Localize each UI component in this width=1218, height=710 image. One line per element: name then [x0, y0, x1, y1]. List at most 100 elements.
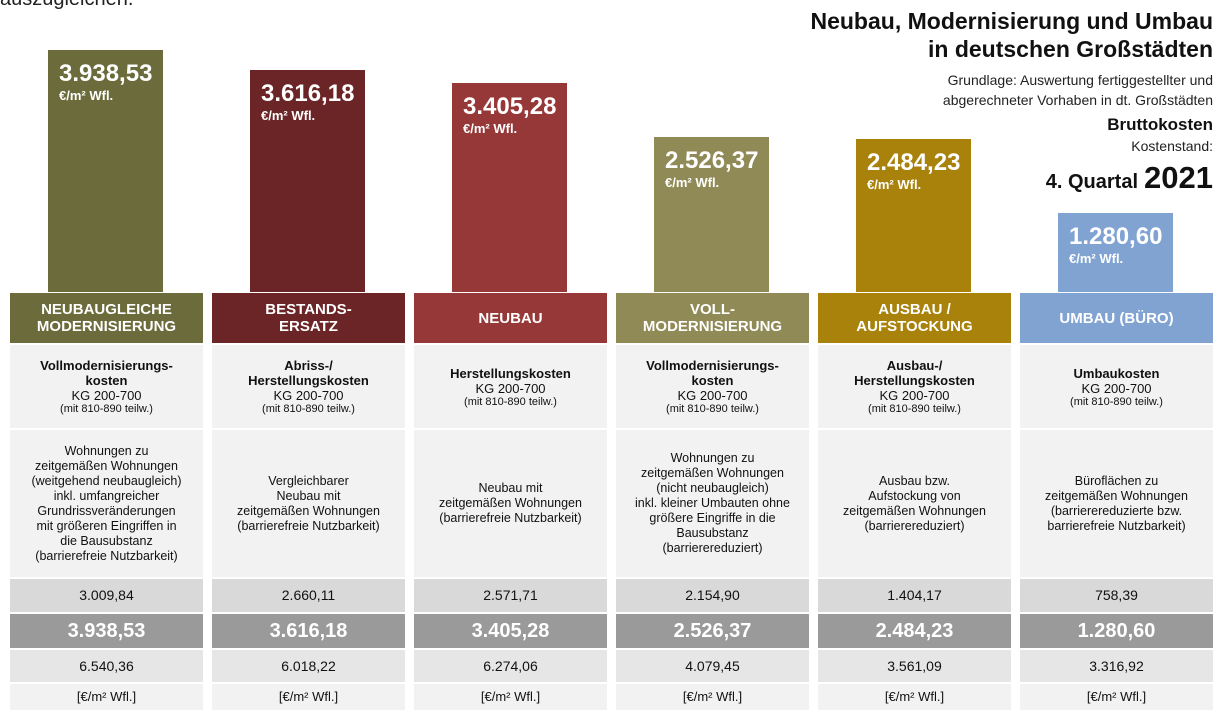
bar: 2.526,37 €/m² Wfl.: [654, 136, 769, 292]
bar-unit-label: €/m² Wfl.: [665, 174, 720, 190]
mean-value: 3.938,53: [10, 614, 203, 648]
cost-type-title: Ausbau-/: [886, 358, 943, 373]
max-value: 3.561,09: [818, 650, 1011, 682]
mean-value: 3.405,28: [414, 614, 607, 648]
cost-group: KG 200-700: [879, 388, 950, 403]
max-value: 4.079,45: [616, 650, 809, 682]
description-line: Neubau mit: [276, 488, 341, 503]
description: Ausbau bzw. Aufstockung von zeitgemäßen Wo…: [818, 430, 1011, 577]
mean-value: 2.526,37: [616, 614, 809, 648]
date-label: Kostenstand:: [1131, 138, 1213, 154]
description: Neubau mit zeitgemäßen Wohnungen (barriere…: [414, 430, 607, 577]
category-header: VOLL- MODERNISIERUNG: [616, 293, 809, 343]
max-value: 6.018,22: [212, 650, 405, 682]
min-value: 3.009,84: [10, 579, 203, 612]
description-line: Büroflächen zu: [1074, 473, 1159, 488]
cost-group: KG 200-700: [475, 380, 546, 396]
description-line: Neubau mit: [478, 481, 543, 495]
description-line: Wohnungen zu: [64, 443, 149, 458]
subtitle: abgerechneter Vorhaben in dt. Großstädte…: [942, 92, 1213, 108]
description-line: zeitgemäßen Wohnungen: [35, 458, 178, 473]
description-line: Grundrissveränderungen: [37, 503, 176, 518]
category-header: AUSBAU / AUFSTOCKUNG: [818, 293, 1011, 343]
description-line: (barrierefreie Nutzbarkeit): [35, 548, 178, 563]
cost-group: KG 200-700: [1081, 380, 1152, 396]
bar-unit-label: €/m² Wfl.: [59, 88, 114, 103]
subtitle: Grundlage: Auswertung fertiggestellter u…: [947, 72, 1213, 88]
bar: 3.938,53 €/m² Wfl.: [48, 50, 163, 292]
cost-type: Umbaukosten KG 200-700 (mit 810-890 teilw.…: [1020, 345, 1213, 428]
chart-title: in deutschen Großstädten: [928, 36, 1213, 62]
bar-unit-label: €/m² Wfl.: [867, 177, 922, 193]
bar-value-label: 3.405,28: [463, 92, 557, 120]
unit: [€/m² Wfl.]: [1020, 684, 1213, 710]
cost-type-title: Herstellungskosten: [450, 365, 571, 381]
description-line: inkl. umfangreicher: [53, 488, 160, 503]
min-value: 758,39: [1020, 579, 1213, 612]
description: Wohnungen zu zeitgemäßen Wohnungen (weitge…: [10, 430, 203, 577]
cost-type-title: Herstellungskosten: [854, 373, 975, 388]
min-value: 2.154,90: [616, 579, 809, 612]
cost-type-title: Umbaukosten: [1073, 365, 1160, 381]
bar-unit-label: €/m² Wfl.: [261, 107, 316, 123]
description-line: zeitgemäßen Wohnungen: [237, 503, 380, 518]
description-line: (barrierefreie Nutzbarkeit): [237, 518, 380, 533]
cost-type: Abriss-/Herstellungskosten KG 200-700 (mit…: [212, 345, 405, 428]
category-label: ERSATZ: [279, 318, 338, 335]
description-line: inkl. kleiner Umbauten ohne: [635, 496, 790, 510]
bar: 1.280,60 €/m² Wfl.: [1058, 213, 1173, 292]
cost-group: KG 200-700: [71, 388, 142, 403]
year: 2021: [1144, 160, 1213, 195]
cost-type-title: Herstellungskosten: [248, 373, 369, 388]
category-header: NEUBAU: [414, 293, 607, 343]
cost-type: Ausbau-/Herstellungskosten KG 200-700 (mit…: [818, 345, 1011, 428]
description-line: zeitgemäßen Wohnungen: [843, 503, 986, 518]
category-header: BESTANDS- ERSATZ: [212, 293, 405, 343]
cost-type: Vollmodernisierungs-kosten KG 200-700 (mit…: [616, 345, 809, 428]
max-value: 6.540,36: [10, 650, 203, 682]
description-line: (barrierefreie Nutzbarkeit): [439, 511, 582, 525]
bar-value-label: 2.484,23: [867, 149, 961, 177]
min-value: 2.571,71: [414, 579, 607, 612]
quarter: 4. Quartal: [1045, 171, 1139, 193]
category-label: AUSBAU /: [878, 301, 951, 318]
description-line: (barrierereduziert): [864, 518, 965, 533]
header-fragment: auszugleichen.: [0, 0, 133, 11]
unit: [€/m² Wfl.]: [818, 684, 1011, 710]
cost-note: (mit 810-890 teilw.): [60, 403, 153, 415]
unit: [€/m² Wfl.]: [616, 684, 809, 710]
min-value: 1.404,17: [818, 579, 1011, 612]
description-line: zeitgemäßen Wohnungen: [641, 466, 784, 480]
cost-note: (mit 810-890 teilw.): [464, 395, 557, 408]
max-value: 6.274,06: [414, 650, 607, 682]
category-label: UMBAU (BÜRO): [1059, 309, 1174, 327]
description: Wohnungen zu zeitgemäßen Wohnungen (nicht …: [616, 430, 809, 577]
description-line: (weitgehend neubaugleich): [31, 473, 182, 488]
description-line: Aufstockung von: [868, 488, 961, 503]
bar-value-label: 3.616,18: [261, 79, 355, 107]
mean-value: 3.616,18: [212, 614, 405, 648]
cost-type-title: kosten: [691, 373, 734, 388]
category-header: NEUBAUGLEICHE MODERNISIERUNG: [10, 293, 203, 343]
mean-value: 1.280,60: [1020, 614, 1213, 648]
unit: [€/m² Wfl.]: [10, 684, 203, 710]
max-value: 3.316,92: [1020, 650, 1213, 682]
category-label: VOLL-: [690, 301, 735, 318]
cost-group: KG 200-700: [273, 388, 344, 403]
cost-note: (mit 810-890 teilw.): [868, 403, 961, 415]
cost-type-title: Abriss-/: [284, 358, 333, 373]
cost-type-title: Vollmodernisierungs-: [646, 358, 779, 373]
category-label: MODERNISIERUNG: [36, 318, 177, 335]
description-line: Vergleichbarer: [268, 473, 349, 488]
bar-value-label: 2.526,37: [665, 146, 759, 174]
description-line: (barrierereduziert): [662, 541, 763, 555]
unit: [€/m² Wfl.]: [414, 684, 607, 710]
cost-type-title: Vollmodernisierungs-: [40, 358, 173, 373]
description-line: Ausbau bzw.: [879, 473, 950, 488]
cost-type: Herstellungskosten KG 200-700 (mit 810-890…: [414, 345, 607, 428]
description-line: (barrierereduzierte bzw.: [1050, 503, 1183, 518]
description: Büroflächen zu zeitgemäßen Wohnungen (barr…: [1020, 430, 1213, 577]
description-line: zeitgemäßen Wohnungen: [1045, 488, 1188, 503]
bar-value-label: 3.938,53: [59, 60, 153, 87]
